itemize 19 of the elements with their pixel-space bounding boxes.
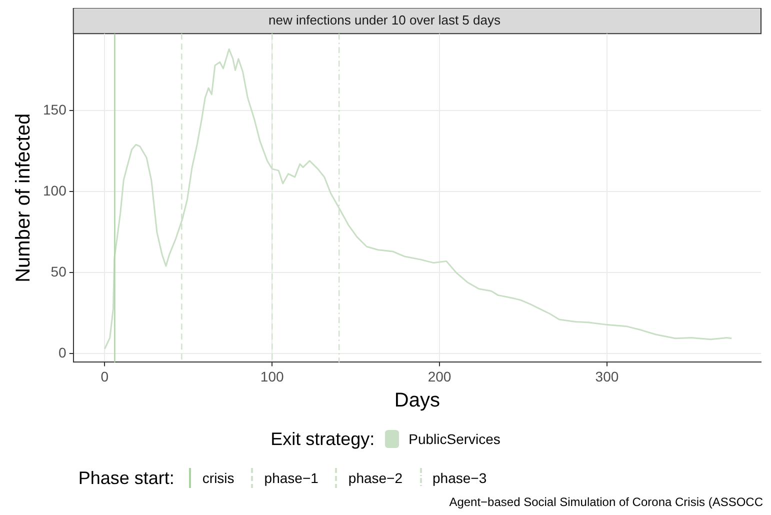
y-tick-label: 150 xyxy=(43,102,67,118)
text: Phase start: xyxy=(78,468,174,488)
x-tick-label: 200 xyxy=(428,368,452,384)
x-tick-label: 0 xyxy=(100,368,109,384)
x-axis-title: Days xyxy=(394,390,440,412)
chart-title: new infections under 10 over last 5 days xyxy=(268,12,501,28)
legend-label: phase−2 xyxy=(348,470,403,486)
y-tick-label: 100 xyxy=(43,182,67,198)
legend-label: phase−3 xyxy=(432,470,487,486)
y-tick-label: 50 xyxy=(50,263,67,280)
x-tick-label: 100 xyxy=(260,368,284,384)
y-tick-label: 0 xyxy=(58,344,67,360)
legend-label: phase−1 xyxy=(264,470,318,486)
legend-label: crisis xyxy=(202,470,234,486)
legend-title: Exit strategy: xyxy=(270,428,375,450)
text: Agent−based Social Simulation of Corona Crisis (ASSOCC xyxy=(448,495,763,509)
y-axis-title: Number of infected xyxy=(12,113,35,282)
x-tick-label: 300 xyxy=(595,368,619,384)
legend-label: PublicServices xyxy=(408,431,500,447)
